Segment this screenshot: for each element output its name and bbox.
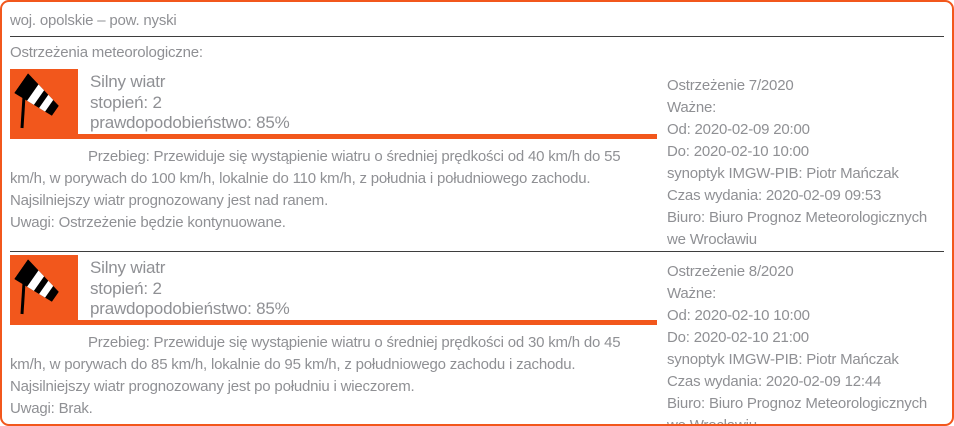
warning-degree: stopień: 2 [90, 92, 162, 112]
warning-valid-to: Do: 2020-02-10 21:00 [667, 329, 809, 346]
top-divider [10, 36, 944, 37]
warning-titles: Silny wiatr stopień: 2 prawdopodobieństw… [90, 255, 290, 320]
warning-valid-to: Do: 2020-02-10 10:00 [667, 143, 809, 160]
warning-details-column: Ostrzeżenie 7/2020 Ważne: Od: 2020-02-09… [657, 69, 944, 251]
warning-office: Biuro: Biuro Prognoz Meteorologicznych w… [667, 395, 928, 426]
warning-icon-box [10, 69, 78, 134]
warning-body: Przebieg: Przewiduje się wystąpienie wia… [10, 139, 657, 244]
warning-probability: prawdopodobieństwo: 85% [90, 299, 290, 318]
warning-description: Przebieg: Przewiduje się wystąpienie wia… [10, 148, 621, 209]
warning-valid-from: Od: 2020-02-10 10:00 [667, 307, 810, 324]
warning-number: Ostrzeżenie 7/2020 [667, 77, 794, 94]
warning-description: Przebieg: Przewiduje się wystąpienie wia… [10, 334, 621, 395]
warning-office: Biuro: Biuro Prognoz Meteorologicznych w… [667, 209, 928, 248]
warning-synoptic: synoptyk IMGW-PIB: Piotr Mańczak [667, 165, 899, 182]
warning-synoptic: synoptyk IMGW-PIB: Piotr Mańczak [667, 351, 899, 368]
section-title: Ostrzeżenia meteorologiczne: [10, 44, 203, 61]
warning-card: Silny wiatr stopień: 2 prawdopodobieństw… [10, 66, 944, 251]
region-title: woj. opolskie – pow. nyski [10, 12, 177, 29]
warning-issue-time: Czas wydania: 2020-02-09 09:53 [667, 187, 882, 204]
warning-main-column: Silny wiatr stopień: 2 prawdopodobieństw… [10, 69, 657, 244]
warning-valid-from: Od: 2020-02-09 20:00 [667, 121, 810, 138]
warning-details-column: Ostrzeżenie 8/2020 Ważne: Od: 2020-02-10… [657, 255, 944, 426]
warning-title: Silny wiatr [90, 72, 166, 91]
warning-body: Przebieg: Przewiduje się wystąpienie wia… [10, 325, 657, 424]
warning-divider [10, 251, 944, 252]
warning-valid-label: Ważne: [667, 285, 717, 302]
warning-valid-label: Ważne: [667, 99, 717, 116]
warning-icon-box [10, 255, 78, 320]
warning-number: Ostrzeżenie 8/2020 [667, 263, 794, 280]
warning-issue-time: Czas wydania: 2020-02-09 12:44 [667, 373, 882, 390]
warning-main-column: Silny wiatr stopień: 2 prawdopodobieństw… [10, 255, 657, 424]
warning-title: Silny wiatr [90, 258, 166, 277]
warning-card: Silny wiatr stopień: 2 prawdopodobieństw… [10, 252, 944, 426]
warning-remarks: Uwagi: Brak. [10, 400, 93, 417]
windsock-icon [14, 259, 64, 315]
warning-header: Silny wiatr stopień: 2 prawdopodobieństw… [10, 255, 657, 325]
windsock-icon [14, 73, 64, 129]
warning-remarks: Uwagi: Ostrzeżenie będzie kontynuowane. [10, 214, 286, 231]
warning-probability: prawdopodobieństwo: 85% [90, 113, 290, 132]
warning-header: Silny wiatr stopień: 2 prawdopodobieństw… [10, 69, 657, 139]
warning-degree: stopień: 2 [90, 278, 162, 298]
warning-titles: Silny wiatr stopień: 2 prawdopodobieństw… [90, 69, 290, 134]
